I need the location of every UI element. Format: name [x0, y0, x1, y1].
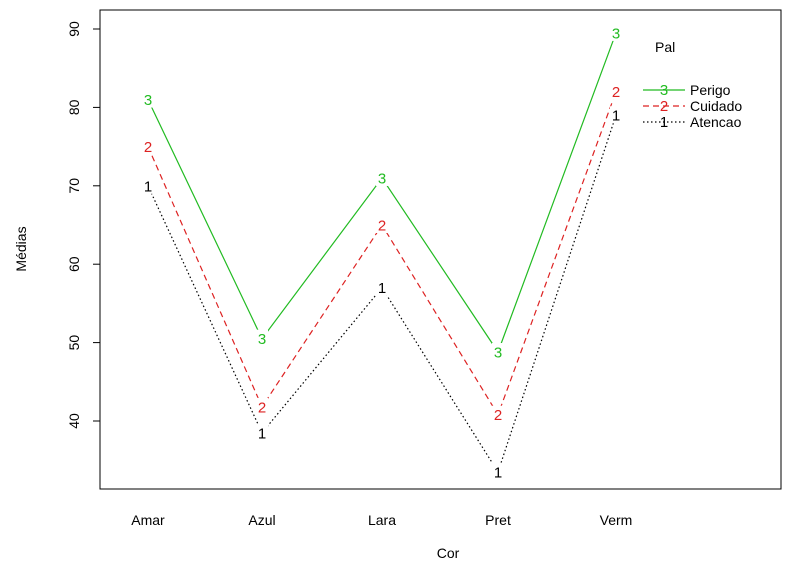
point-label: 3 — [378, 170, 386, 187]
point-label-bg — [142, 137, 154, 155]
point-label-bg — [492, 343, 504, 361]
y-tick-label: 60 — [66, 256, 82, 272]
plot-frame — [99, 9, 782, 490]
legend-title: Pal — [655, 39, 675, 55]
point-label: 1 — [612, 108, 620, 125]
point-label: 2 — [144, 139, 152, 156]
point-label-bg — [142, 90, 154, 108]
x-tick-label: Azul — [248, 512, 275, 528]
x-axis: Amar Azul Lara Pret Verm — [131, 512, 632, 528]
point-label: 2 — [258, 399, 266, 416]
series-atencao: 1 1 1 1 1 — [142, 106, 622, 481]
point-label: 1 — [378, 280, 386, 297]
legend-entry-atencao: 1 Atencao — [643, 114, 742, 131]
point-label: 3 — [612, 25, 620, 42]
point-label-bg — [610, 106, 622, 124]
point-label: 1 — [258, 425, 266, 442]
x-tick-label: Lara — [368, 512, 396, 528]
point-label-bg — [492, 405, 504, 423]
legend-label: Cuidado — [690, 98, 742, 114]
y-axis: 40 50 60 70 80 90 — [66, 21, 100, 429]
y-tick-label: 70 — [66, 178, 82, 194]
point-label-bg — [256, 397, 268, 415]
legend: Pal 3 Perigo 2 Cuidado 1 Atencao — [643, 39, 742, 131]
series-cuidado: 2 2 2 2 2 — [142, 82, 622, 424]
point-label-bg — [256, 329, 268, 347]
point-label-bg — [376, 216, 388, 233]
x-tick-label: Pret — [485, 512, 511, 528]
series-perigo: 3 3 3 3 3 — [142, 23, 622, 362]
legend-label: Atencao — [690, 114, 742, 130]
point-label: 3 — [144, 92, 152, 109]
point-label-bg — [142, 176, 154, 194]
point-label: 1 — [144, 178, 152, 195]
legend-entry-perigo: 3 Perigo — [643, 82, 731, 99]
point-label: 3 — [494, 345, 502, 362]
point-label-bg — [610, 23, 622, 41]
point-label: 2 — [494, 407, 502, 424]
x-tick-label: Verm — [600, 512, 633, 528]
y-axis-title: Médias — [13, 226, 29, 271]
y-tick-label: 50 — [66, 335, 82, 351]
y-tick-label: 40 — [66, 413, 82, 429]
point-label: 2 — [378, 218, 386, 235]
point-label-bg — [610, 82, 622, 100]
series-line — [147, 91, 617, 417]
legend-label: Perigo — [690, 82, 731, 98]
legend-symbol: 3 — [660, 82, 668, 99]
x-axis-title: Cor — [437, 545, 460, 561]
legend-entry-cuidado: 2 Cuidado — [643, 98, 742, 115]
point-label: 2 — [612, 84, 620, 101]
point-label-bg — [376, 278, 388, 296]
series-line — [147, 32, 617, 354]
series-layer: 3 3 3 3 3 2 2 2 2 2 1 1 1 1 1 — [142, 23, 622, 481]
legend-symbol: 2 — [660, 98, 668, 115]
point-label-bg — [256, 423, 268, 441]
point-label: 1 — [494, 464, 502, 481]
point-label: 3 — [258, 331, 266, 348]
y-tick-label: 80 — [66, 99, 82, 115]
x-tick-label: Amar — [131, 512, 165, 528]
point-label-bg — [492, 462, 504, 480]
y-tick-label: 90 — [66, 21, 82, 37]
point-label-bg — [376, 168, 388, 186]
legend-symbol: 1 — [660, 114, 668, 131]
